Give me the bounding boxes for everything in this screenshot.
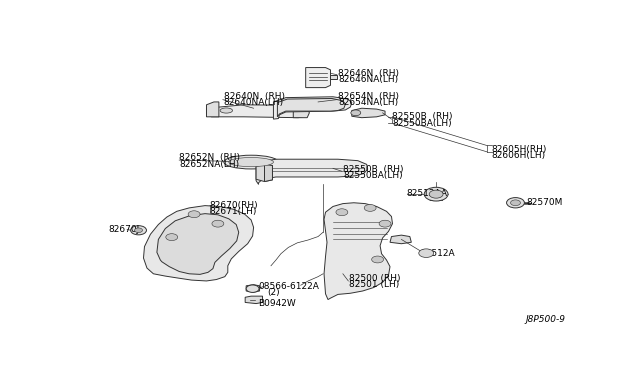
Text: 82550BA(LH): 82550BA(LH) <box>343 171 403 180</box>
Text: 82670(RH): 82670(RH) <box>209 201 257 209</box>
Text: 82500 (RH): 82500 (RH) <box>349 273 401 283</box>
Circle shape <box>336 209 348 216</box>
Text: 82606H(LH): 82606H(LH) <box>492 151 546 160</box>
Text: 82646N  (RH): 82646N (RH) <box>338 69 399 78</box>
Text: 82512AA: 82512AA <box>406 189 447 198</box>
Polygon shape <box>157 214 239 275</box>
Polygon shape <box>330 75 337 79</box>
Text: 08566-6122A: 08566-6122A <box>259 282 319 291</box>
Ellipse shape <box>220 108 232 113</box>
Circle shape <box>379 220 391 227</box>
Circle shape <box>511 200 520 206</box>
Text: 82550BA(LH): 82550BA(LH) <box>392 119 452 128</box>
Text: 82654NA(LH): 82654NA(LH) <box>338 98 398 107</box>
Polygon shape <box>207 105 309 118</box>
Text: 82501 (LH): 82501 (LH) <box>349 280 399 289</box>
Polygon shape <box>256 159 367 185</box>
Text: 82605H(RH): 82605H(RH) <box>492 145 547 154</box>
Polygon shape <box>264 164 273 182</box>
Circle shape <box>507 198 524 208</box>
Text: J8P500-9: J8P500-9 <box>525 315 565 324</box>
Polygon shape <box>207 102 219 117</box>
Circle shape <box>246 285 259 292</box>
Polygon shape <box>293 103 309 118</box>
Text: 82652NA(LH): 82652NA(LH) <box>179 160 239 169</box>
Text: S: S <box>250 286 255 292</box>
Polygon shape <box>273 97 352 119</box>
Circle shape <box>212 220 224 227</box>
Polygon shape <box>352 108 385 118</box>
Polygon shape <box>306 68 330 87</box>
Circle shape <box>188 211 200 218</box>
Polygon shape <box>256 164 273 182</box>
Ellipse shape <box>224 155 278 169</box>
Text: (2): (2) <box>268 288 280 298</box>
Text: 82570M: 82570M <box>527 198 563 207</box>
Circle shape <box>419 249 434 257</box>
Circle shape <box>424 187 448 201</box>
Text: 82550B  (RH): 82550B (RH) <box>343 165 403 174</box>
Text: 82550B  (RH): 82550B (RH) <box>392 112 453 121</box>
Circle shape <box>166 234 178 241</box>
Text: 82646NA(LH): 82646NA(LH) <box>338 75 398 84</box>
Circle shape <box>351 110 361 116</box>
Polygon shape <box>246 285 260 292</box>
Polygon shape <box>277 99 346 117</box>
Polygon shape <box>390 235 412 244</box>
Text: 82640N  (RH): 82640N (RH) <box>224 92 285 101</box>
Text: 82640NA(LH): 82640NA(LH) <box>224 98 284 107</box>
Circle shape <box>372 256 383 263</box>
Circle shape <box>364 205 376 211</box>
Text: 82652N  (RH): 82652N (RH) <box>179 153 240 162</box>
Polygon shape <box>245 296 262 304</box>
Text: 82512A: 82512A <box>420 248 455 258</box>
Ellipse shape <box>229 157 273 167</box>
Circle shape <box>131 226 147 235</box>
Polygon shape <box>143 206 253 281</box>
Circle shape <box>429 190 443 198</box>
Text: 82670J: 82670J <box>109 225 140 234</box>
Text: 82654N  (RH): 82654N (RH) <box>338 92 399 101</box>
Polygon shape <box>324 203 392 299</box>
Circle shape <box>134 228 143 232</box>
Text: B0942W: B0942W <box>259 298 296 308</box>
Text: 82671(LH): 82671(LH) <box>209 207 257 216</box>
